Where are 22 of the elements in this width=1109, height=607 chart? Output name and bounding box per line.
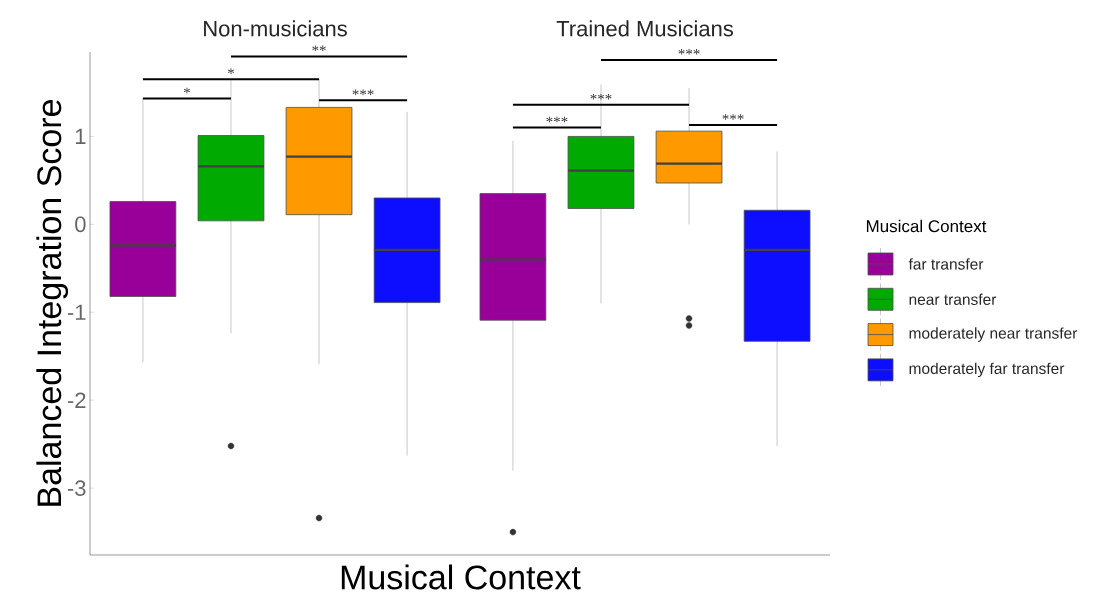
legend-label: near transfer bbox=[909, 293, 997, 305]
y-tick-label: -2 bbox=[67, 392, 86, 408]
legend-label: moderately near transfer bbox=[909, 327, 1078, 342]
annotation: *** bbox=[352, 89, 374, 96]
annotation: *** bbox=[590, 93, 612, 100]
legend-label: far transfer bbox=[908, 258, 984, 270]
x-axis-title: Musical Context bbox=[341, 564, 581, 590]
legend-title: Musical Context bbox=[866, 219, 987, 233]
annotation: * bbox=[227, 68, 234, 74]
x-tick-label: Trained Musicians bbox=[556, 20, 734, 37]
legend-label: moderately far transfer bbox=[909, 362, 1065, 378]
annotation: * bbox=[183, 87, 190, 94]
y-tick-label: 1 bbox=[75, 128, 86, 144]
y-tick-label: -3 bbox=[67, 480, 86, 496]
y-tick-label: -1 bbox=[67, 304, 86, 320]
annotation: *** bbox=[678, 49, 700, 55]
annotation: *** bbox=[722, 114, 744, 120]
x-tick-label: Non-musicians bbox=[204, 20, 347, 37]
y-axis-title: Balanced Integration Score bbox=[36, 100, 69, 506]
text: ** bbox=[312, 45, 326, 52]
y-tick-label: 0 bbox=[75, 216, 86, 233]
annotation: *** bbox=[546, 116, 568, 123]
